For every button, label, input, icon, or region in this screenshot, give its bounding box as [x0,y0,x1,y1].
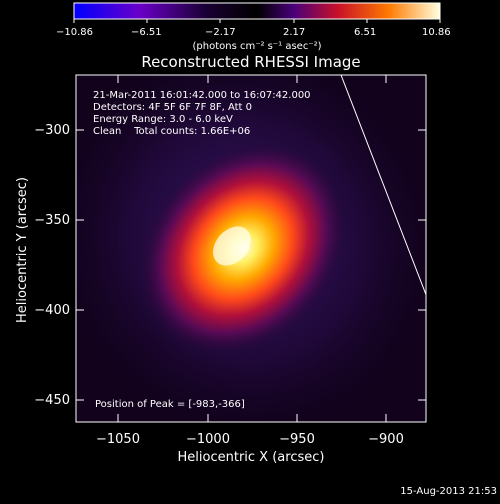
annotation-line: Detectors: 4F 5F 6F 7F 8F, Att 0 [93,102,252,113]
colorbar-tick-label: −6.51 [131,27,162,38]
annotation-line: Clean Total counts: 1.66E+06 [93,126,250,137]
colorbar-ticks [73,19,441,23]
x-axis-ticks [117,75,387,422]
colorbar-tick-label: −10.86 [56,27,93,38]
colorbar-tick-label: 6.51 [354,27,376,38]
x-tick-label: −1000 [186,432,230,447]
emission-core [213,226,251,266]
footer-timestamp: 15-Aug-2013 21:53 [400,486,497,497]
annotation-line: Energy Range: 3.0 - 6.0 keV [93,114,233,125]
peak-position-label: Position of Peak = [-983,-366] [95,399,245,410]
x-axis-label: Heliocentric X (arcsec) [178,450,325,465]
plot-frame [75,74,427,423]
colorbar-tick-label: 2.17 [283,27,305,38]
y-tick-label: −450 [34,393,70,408]
colorbar-unit-label: (photons cm⁻² s⁻¹ asec⁻²) [192,41,321,52]
solar-limb [340,75,426,297]
colorbar-tick-label: −2.17 [205,27,236,38]
annotation-line: 21-Mar-2011 16:01:42.000 to 16:07:42.000 [93,90,311,101]
y-axis-ticks [76,129,426,401]
annotation-block: 21-Mar-2011 16:01:42.000 to 16:07:42.000… [93,90,311,137]
x-tick-label: −900 [368,432,404,447]
x-tick-label: −950 [279,432,315,447]
colorbar-gradient [73,2,441,20]
y-axis-label: Heliocentric Y (arcsec) [15,177,30,323]
y-tick-label: −300 [34,123,70,138]
colorbar: −10.86 −6.51 −2.17 2.17 6.51 10.86 (phot… [56,2,451,52]
y-tick-label: −350 [34,213,70,228]
colorbar-tick-label: 10.86 [422,27,451,38]
plot-title: Reconstructed RHESSI Image [141,53,360,71]
x-tick-label: −1050 [96,432,140,447]
y-tick-label: −400 [34,303,70,318]
